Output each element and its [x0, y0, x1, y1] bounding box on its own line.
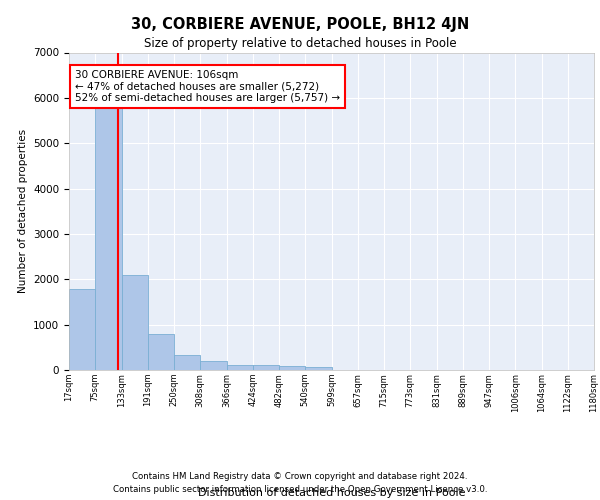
Bar	[148, 334, 174, 370]
Bar	[69, 290, 95, 370]
Bar	[227, 364, 253, 370]
Text: 30 CORBIERE AVENUE: 106sqm
← 47% of detached houses are smaller (5,272)
52% of s: 30 CORBIERE AVENUE: 106sqm ← 47% of deta…	[75, 70, 340, 103]
X-axis label: Distribution of detached houses by size in Poole: Distribution of detached houses by size …	[198, 488, 465, 498]
Y-axis label: Number of detached properties: Number of detached properties	[17, 129, 28, 294]
Bar	[95, 108, 121, 370]
Text: Size of property relative to detached houses in Poole: Size of property relative to detached ho…	[143, 38, 457, 51]
Bar	[279, 366, 305, 370]
Bar	[253, 365, 279, 370]
Bar	[121, 275, 148, 370]
Bar	[200, 361, 227, 370]
Text: Contains public sector information licensed under the Open Government Licence v3: Contains public sector information licen…	[113, 484, 487, 494]
Bar	[174, 354, 200, 370]
Text: 30, CORBIERE AVENUE, POOLE, BH12 4JN: 30, CORBIERE AVENUE, POOLE, BH12 4JN	[131, 18, 469, 32]
Bar	[305, 366, 331, 370]
Text: Contains HM Land Registry data © Crown copyright and database right 2024.: Contains HM Land Registry data © Crown c…	[132, 472, 468, 481]
